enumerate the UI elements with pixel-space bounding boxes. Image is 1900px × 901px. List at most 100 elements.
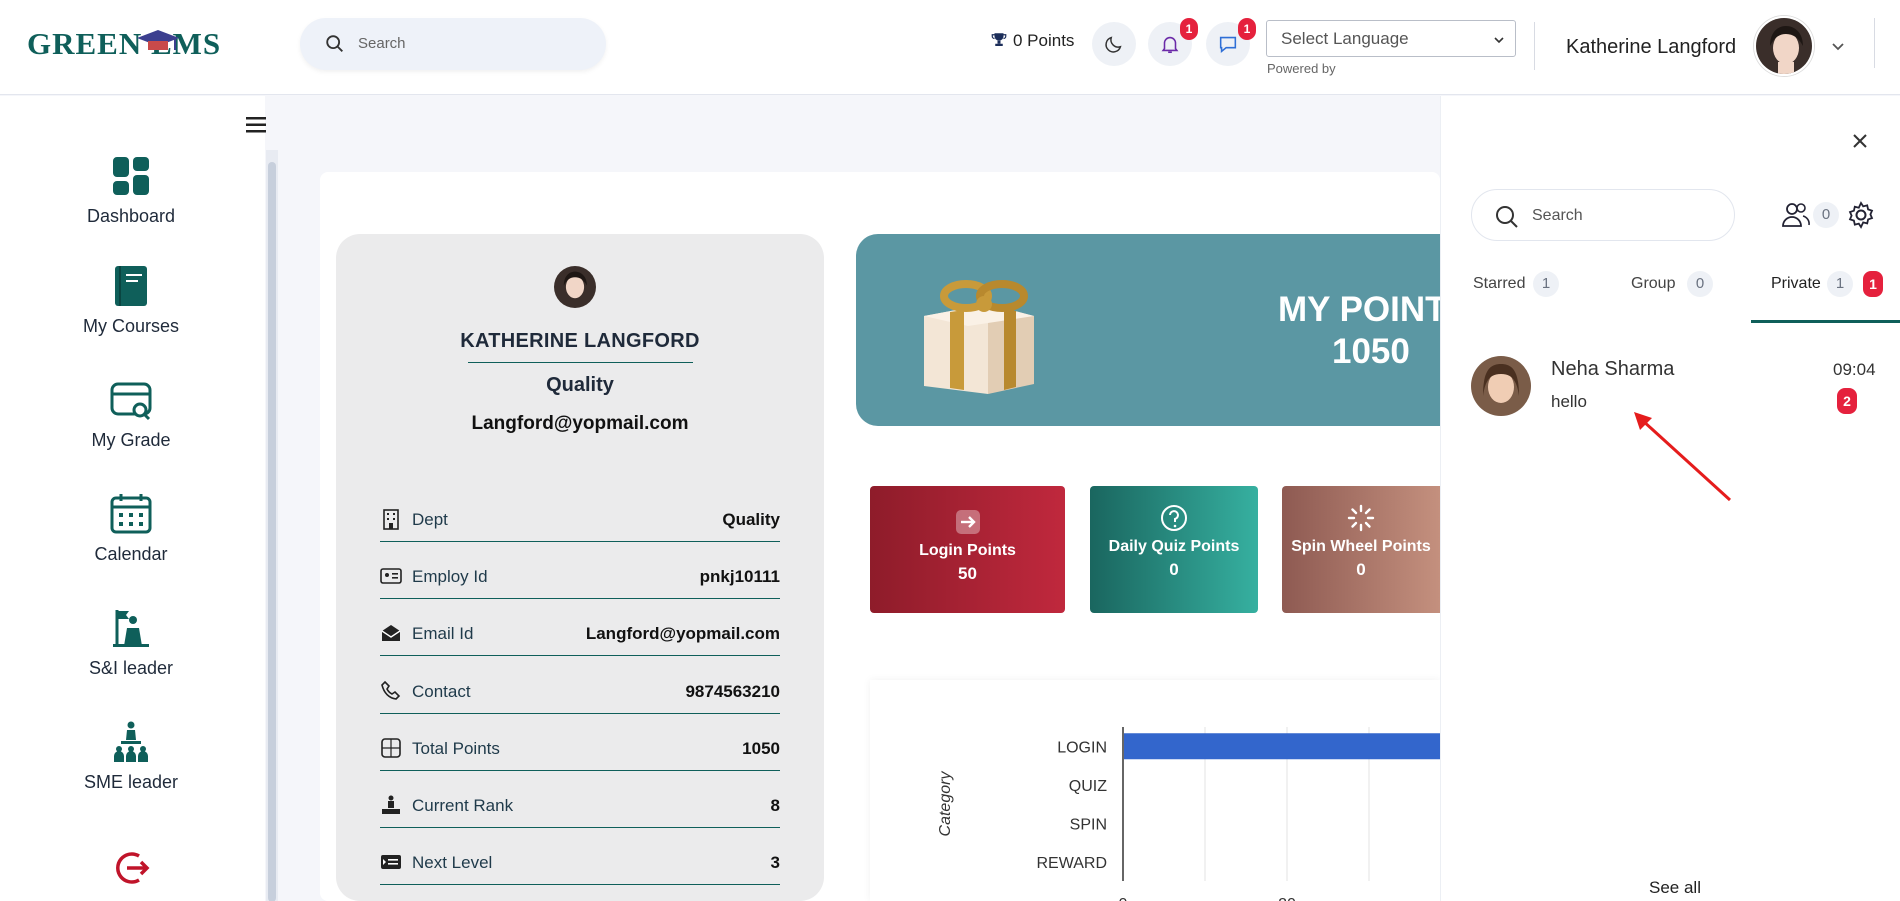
chart-x-tick-label: 20 [1278,896,1296,901]
sme-leader-icon [114,721,148,762]
my-points-banner: MY POINT 1050 [856,234,1440,426]
points-chart-card: LOGINQUIZSPINREWARD0204Category [870,680,1616,901]
gift-box-icon [924,280,1034,394]
header-divider [1534,22,1535,70]
profile-avatar [554,266,596,308]
tab-group-count: 0 [1687,271,1713,297]
user-menu-chevron-icon[interactable] [1830,38,1846,54]
app-logo[interactable]: GREEN LMS [27,26,221,62]
language-select[interactable]: Select Language [1266,20,1516,57]
tab-private-count: 1 [1827,271,1853,297]
row-value: 1050 [742,739,780,758]
id-card-icon [380,568,402,584]
global-search-input[interactable]: Search [300,18,606,70]
stat-value: 0 [1169,560,1179,579]
grade-card-icon [110,382,152,421]
row-key: Dept [412,510,448,529]
profile-row-employ-id: Employ Id pnkj10111 [380,559,780,599]
powered-by-label: Powered by [1267,61,1336,76]
profile-row-total-points: Total Points 1050 [380,731,780,771]
tab-label: Private [1771,275,1821,292]
tab-label: Starred [1473,275,1526,292]
question-mark-icon [1161,505,1187,531]
sidebar-item-logout[interactable] [0,846,262,890]
points-label: 0 Points [1013,31,1075,50]
search-icon [1496,206,1518,228]
message-badge: 1 [1238,18,1256,40]
row-key: Total Points [412,739,500,758]
tab-group[interactable]: Group [1631,275,1675,293]
row-key: Employ Id [412,567,488,586]
spinner-icon [1347,504,1375,532]
stat-label: Daily Quiz Points [1108,538,1240,555]
tab-starred-count: 1 [1533,271,1559,297]
search-placeholder: Search [358,35,406,52]
chart-y-axis-label: Category [937,771,954,837]
user-name[interactable]: Katherine Langford [1566,36,1737,58]
tab-private[interactable]: Private [1771,275,1821,293]
sidebar-item-si-leader[interactable]: S&I leader [0,606,262,679]
profile-name: KATHERINE LANGFORD [460,330,700,352]
hamburger-menu-icon[interactable] [246,116,266,134]
row-key: Next Level [412,853,493,872]
sidebar-item-label: Dashboard [86,206,176,226]
annotation-arrow [1634,412,1732,502]
messages-button[interactable]: 1 [1206,18,1256,66]
points-indicator[interactable]: 0 Points [990,31,1074,51]
bell-icon [1161,36,1179,54]
users-icon[interactable] [1781,200,1811,230]
users-count-badge: 0 [1813,202,1839,228]
chart-bar [1124,733,1534,760]
sidebar-item-label: My Courses [82,316,180,336]
login-icon [955,510,980,534]
login-points-card[interactable]: Login Points 50 [870,486,1065,613]
calendar-icon [110,494,152,534]
close-icon[interactable] [1851,132,1869,150]
avatar-image [1756,18,1812,74]
next-level-icon [381,855,401,869]
chat-search-input[interactable]: Search [1471,189,1735,241]
see-all-link[interactable]: See all [1649,878,1701,897]
search-icon [326,35,343,52]
row-value: Langford@yopmail.com [585,624,780,643]
profile-department: Quality [546,374,614,396]
profile-row-current-rank: Current Rank 8 [380,788,780,828]
sidebar-item-label: Calendar [94,544,168,564]
profile-email: Langford@yopmail.com [471,413,689,434]
chart-category-label: QUIZ [1069,778,1107,795]
sidebar: Dashboard My Courses My Grade Calendar S… [0,96,266,901]
row-value: 8 [770,796,780,815]
sidebar-item-my-courses[interactable]: My Courses [0,264,262,337]
sidebar-item-label: SME leader [83,772,179,792]
profile-row-dept: Dept Quality [380,502,780,542]
tab-starred[interactable]: Starred [1473,275,1525,293]
avatar-image [1471,356,1531,416]
user-avatar[interactable] [1754,16,1814,76]
graduation-cap-icon [137,30,179,50]
sidebar-item-dashboard[interactable]: Dashboard [0,154,262,227]
chart-category-label: SPIN [1070,816,1107,833]
dashboard-icon [113,157,149,195]
sidebar-item-my-grade[interactable]: My Grade [0,378,262,451]
gear-icon[interactable] [1847,201,1875,229]
row-value: pnkj10111 [699,567,780,586]
profile-row-contact: Contact 9874563210 [380,674,780,714]
daily-quiz-points-card[interactable]: Daily Quiz Points 0 [1090,486,1258,613]
profile-card: KATHERINE LANGFORD Quality Langford@yopm… [336,234,824,901]
scrollbar-thumb[interactable] [268,162,276,901]
dark-mode-toggle[interactable] [1092,22,1136,66]
notifications-button[interactable]: 1 [1148,18,1198,66]
chat-bubble-icon [1219,36,1237,53]
trophy-icon [991,33,1007,46]
building-icon [383,509,399,530]
podium-icon [382,795,400,814]
spin-wheel-points-card[interactable]: Spin Wheel Points 0 [1282,486,1440,613]
avatar-image [554,266,596,308]
chat-search-placeholder: Search [1532,207,1583,224]
sidebar-item-calendar[interactable]: Calendar [0,492,262,565]
stat-value: 50 [958,564,977,583]
tab-label: Group [1631,275,1676,292]
sidebar-scrollbar[interactable] [266,150,278,901]
contact-unread-badge: 2 [1837,388,1857,414]
sidebar-item-sme-leader[interactable]: SME leader [0,720,262,793]
